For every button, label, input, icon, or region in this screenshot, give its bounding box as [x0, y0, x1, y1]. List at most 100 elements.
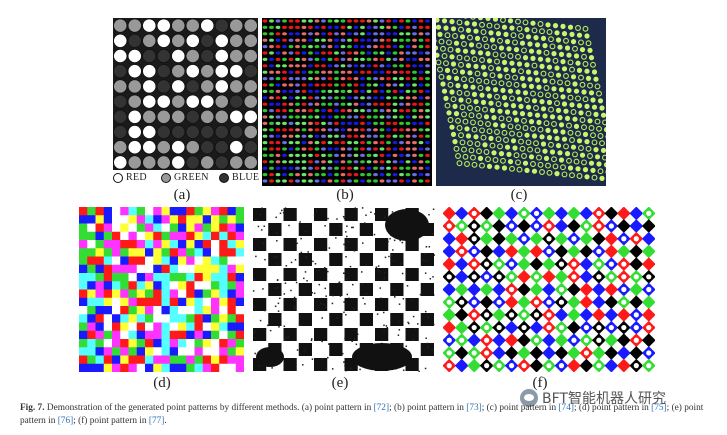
- panel-d-cell: [128, 314, 138, 323]
- panel-d-cell: [112, 215, 121, 224]
- panel-b-dot: [386, 25, 391, 29]
- panel-d-cell: [95, 330, 105, 340]
- panel-d-cell: [103, 240, 113, 249]
- panel-b-dot: [288, 109, 294, 113]
- ref-72-link[interactable]: [72]: [373, 403, 390, 413]
- ref-73-link[interactable]: [73]: [466, 403, 482, 413]
- panel-c-dot: [600, 112, 606, 118]
- panel-c-dot: [575, 166, 581, 172]
- panel-b-dot: [295, 147, 300, 151]
- panel-b-dot: [425, 134, 430, 138]
- ref-75-link[interactable]: [75]: [651, 403, 667, 413]
- panel-c-dot: [476, 42, 482, 49]
- panel-b-dot: [379, 166, 385, 170]
- panel-f-diamond: [454, 269, 469, 284]
- panel-c-dot: [582, 61, 589, 67]
- panel-f-hole: [446, 337, 452, 343]
- panel-d-cell: [235, 273, 244, 282]
- panel-c-dot: [534, 112, 541, 118]
- panel-b-dot: [366, 83, 372, 87]
- panel-b-dot: [301, 179, 307, 183]
- panel-d-cell: [136, 314, 146, 323]
- panel-b-dot: [282, 102, 287, 106]
- panel-b-dot: [412, 25, 417, 29]
- panel-c-dot: [597, 133, 604, 139]
- panel-b-dot: [334, 38, 339, 42]
- panel-d-cell: [169, 314, 179, 323]
- panel-d-cell: [194, 297, 204, 307]
- panel-a-dot: [113, 109, 128, 124]
- panel-a-dot: [142, 140, 157, 155]
- panel-d-cell: [161, 207, 171, 216]
- panel-b-dot: [282, 115, 287, 119]
- panel-f-diamond: [529, 320, 544, 335]
- panel-d-cell: [128, 273, 138, 282]
- panel-d-cell: [161, 256, 171, 266]
- panel-e-square: [329, 223, 343, 236]
- panel-c-dot: [468, 147, 475, 154]
- panel-c-dot: [591, 69, 598, 75]
- ref-77-link[interactable]: [77]: [148, 416, 165, 426]
- panel-d-cell: [103, 264, 113, 274]
- panel-e-square: [375, 208, 389, 221]
- panel-b-dot: [386, 89, 391, 93]
- panel-b-dot: [321, 109, 326, 113]
- panel-b-dot: [275, 45, 281, 49]
- panel-e-noise: [302, 364, 304, 366]
- panel-c-dot: [501, 59, 508, 65]
- panel-b-dot: [275, 115, 281, 119]
- ref-74-link[interactable]: [74]: [558, 403, 574, 413]
- panel-b-dot: [405, 109, 411, 113]
- panel-d-cell: [120, 330, 129, 340]
- panel-c-dot: [543, 120, 550, 127]
- panel-f-hole: [484, 363, 490, 369]
- panel-d-cell: [87, 314, 96, 323]
- panel-b-dot: [282, 128, 287, 132]
- panel-d-cell: [153, 248, 162, 257]
- panel-f-hole: [546, 363, 552, 369]
- panel-c-dot: [585, 75, 592, 81]
- panel-e-noise: [310, 338, 313, 340]
- panel-d-cell: [211, 273, 220, 282]
- panel-b-dot: [399, 160, 404, 164]
- panel-b-dot: [308, 141, 313, 145]
- panel-a-dot: [200, 140, 215, 155]
- panel-b-dot: [275, 179, 281, 183]
- panel-c-dot: [486, 163, 493, 169]
- panel-b-dot: [347, 96, 352, 100]
- panel-d-cell: [186, 264, 195, 274]
- panel-b-dot: [321, 179, 326, 183]
- panel-e-noise: [304, 347, 307, 350]
- panel-b-dot: [282, 134, 287, 138]
- panel-c-dot: [581, 124, 587, 131]
- panel-d-cell: [219, 330, 228, 340]
- panel-e-noise: [342, 272, 345, 274]
- panel-b-dot: [412, 141, 417, 145]
- panel-b-dot: [418, 96, 424, 100]
- panel-b-dot: [347, 32, 352, 36]
- panel-c-dot: [554, 171, 560, 177]
- panel-c-dot: [509, 60, 515, 66]
- panel-b-dot: [347, 51, 352, 55]
- panel-c-dot: [569, 66, 575, 73]
- panel-b-dot: [366, 121, 372, 125]
- panel-e-noise: [420, 292, 423, 294]
- panel-c-dot: [575, 60, 581, 66]
- panel-b-dot: [353, 70, 359, 74]
- panel-b-dot: [262, 57, 268, 62]
- panel-c-dot: [540, 70, 547, 77]
- panel-b-dot: [425, 102, 430, 106]
- panel-b-dot: [321, 77, 326, 81]
- panel-f-diamond: [443, 282, 457, 297]
- panel-b-dot: [282, 45, 287, 49]
- panel-e-noise: [405, 345, 407, 348]
- panel-b-dot: [321, 160, 326, 164]
- panel-b-dot: [262, 173, 268, 177]
- panel-d-cell: [136, 273, 146, 282]
- panel-e-noise: [432, 208, 435, 211]
- panel-b-dot: [379, 115, 385, 119]
- panel-c-dot: [473, 99, 479, 105]
- ref-76-link[interactable]: [76]: [57, 416, 74, 426]
- panel-d-cell: [112, 256, 121, 266]
- panel-b-dot: [425, 160, 430, 164]
